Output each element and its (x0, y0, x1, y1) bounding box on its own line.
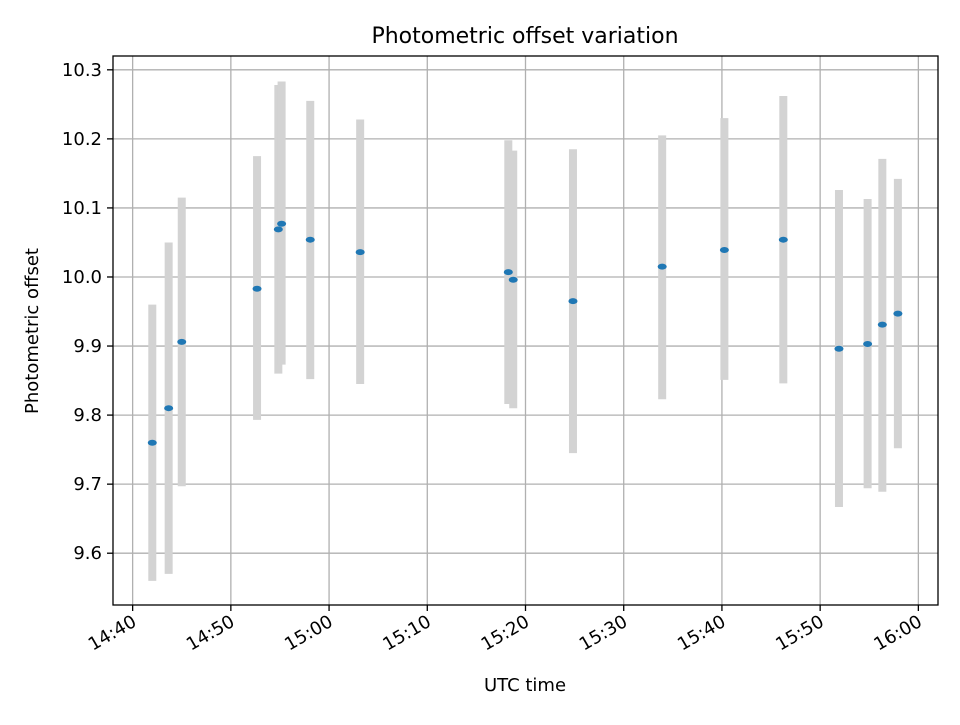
x-axis-label: UTC time (484, 675, 566, 696)
y-tick-label: 10.1 (62, 198, 102, 219)
data-point (355, 249, 365, 256)
data-point (305, 236, 315, 243)
data-point (503, 269, 513, 276)
chart-title: Photometric offset variation (371, 24, 678, 49)
y-tick-label: 10.2 (62, 129, 102, 150)
data-point (863, 340, 873, 347)
data-point (893, 310, 903, 317)
data-point (568, 298, 578, 305)
y-axis-ticks: 9.6 9.7 9.8 9.9 10.0 10.1 10.2 10.3 (62, 60, 113, 564)
data-point (147, 439, 157, 446)
y-tick-label: 9.8 (73, 405, 102, 426)
data-point (164, 405, 174, 412)
data-point (508, 276, 518, 283)
data-point (778, 236, 788, 243)
y-tick-label: 9.7 (73, 474, 102, 495)
data-points (147, 220, 903, 446)
data-point (657, 263, 667, 270)
data-point (719, 247, 729, 254)
y-tick-label: 10.0 (62, 267, 102, 288)
y-tick-label: 10.3 (62, 60, 102, 81)
data-point (177, 338, 187, 345)
data-point (252, 285, 262, 292)
data-point (834, 345, 844, 352)
data-point (877, 321, 887, 328)
y-tick-label: 9.9 (73, 336, 102, 357)
grid (113, 56, 938, 605)
data-point (277, 220, 287, 227)
y-axis-label: Photometric offset (22, 248, 43, 414)
data-point (273, 226, 283, 233)
y-tick-label: 9.6 (73, 543, 102, 564)
